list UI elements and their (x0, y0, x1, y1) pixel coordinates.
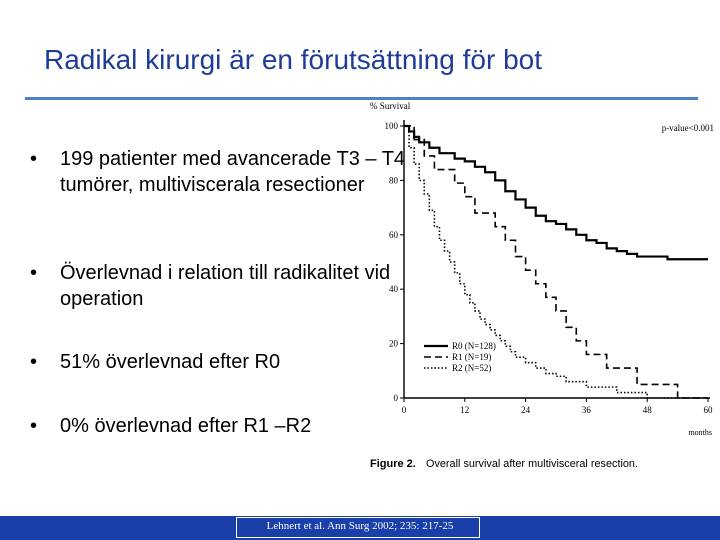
y-tick-label: 60 (389, 230, 399, 240)
y-tick-label: 100 (385, 121, 399, 131)
y-tick-label: 40 (389, 284, 399, 294)
bullet-text: 51% överlevnad efter R0 (60, 351, 281, 373)
legend-label: R0 (N=128) (452, 341, 496, 351)
x-tick-label: 36 (582, 405, 592, 415)
x-axis-label: months (688, 428, 712, 437)
series-line-3 (404, 125, 708, 399)
bullet-text: 199 patienter med avancerade T3 – T4 tum… (60, 148, 406, 196)
series-line-1 (404, 124, 708, 261)
y-tick-label: 0 (394, 393, 399, 403)
bullet-text: Överlevnad i relation till radikalitet v… (60, 262, 391, 310)
x-tick-label: 12 (460, 405, 469, 415)
p-value-annotation: p-value<0.001 (662, 123, 714, 133)
x-tick-label: 24 (521, 405, 531, 415)
y-tick-label: 20 (389, 339, 399, 349)
x-tick-label: 0 (402, 405, 407, 415)
bullet-glyph: • (30, 148, 38, 170)
footer-citation: Lehnert et al. Ann Surg 2002; 235: 217-2… (266, 520, 454, 532)
title-underline (25, 97, 698, 100)
survival-chart: 0 20 40 60 80 100 0 12 24 36 48 60 % Survival months p… (370, 101, 714, 470)
bullet-glyph: • (30, 262, 38, 284)
slide-title: Radikal kirurgi är en förutsättning för … (44, 44, 543, 75)
legend-label: R2 (N=52) (452, 363, 491, 373)
x-tick-label: 60 (704, 405, 714, 415)
figure-caption-text: Overall survival after multivisceral res… (426, 458, 638, 470)
footer-bar (0, 516, 720, 540)
bullet-item: • Överlevnad i relation till radikalitet… (30, 260, 410, 312)
bullet-item: • 0% överlevnad efter R1 –R2 (30, 413, 410, 439)
bullet-glyph: • (30, 351, 38, 373)
y-axis-label: % Survival (370, 101, 411, 111)
footer-citation-box (236, 517, 480, 538)
bullet-glyph: • (30, 415, 38, 437)
x-tick-label: 48 (643, 405, 653, 415)
bullet-item: • 51% överlevnad efter R0 (30, 349, 410, 375)
y-tick-label: 80 (389, 175, 399, 185)
series-line-2 (404, 125, 708, 399)
legend-label: R1 (N=19) (452, 352, 491, 362)
bullet-item: • 199 patienter med avancerade T3 – T4 t… (30, 146, 410, 198)
bullet-text: 0% överlevnad efter R1 –R2 (60, 415, 312, 437)
figure-caption-label: Figure 2. (370, 458, 416, 470)
